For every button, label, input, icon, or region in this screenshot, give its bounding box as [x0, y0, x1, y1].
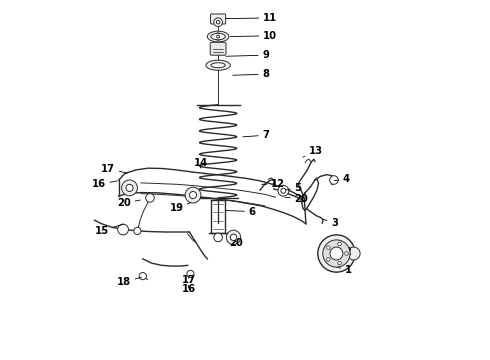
Circle shape [330, 176, 338, 184]
Text: 4: 4 [334, 174, 350, 184]
Circle shape [118, 224, 128, 235]
Circle shape [226, 230, 241, 244]
Text: 5: 5 [286, 183, 301, 193]
Text: 20: 20 [229, 238, 243, 248]
Text: 17: 17 [181, 275, 196, 285]
Ellipse shape [211, 63, 225, 68]
Text: 12: 12 [262, 179, 285, 189]
Circle shape [281, 188, 286, 193]
Text: 8: 8 [233, 69, 269, 79]
Circle shape [214, 233, 222, 242]
Circle shape [187, 270, 194, 278]
Circle shape [214, 18, 222, 27]
Text: 1: 1 [332, 265, 352, 275]
Circle shape [126, 184, 133, 192]
Circle shape [134, 227, 141, 234]
Circle shape [347, 247, 360, 260]
Circle shape [139, 273, 147, 280]
Text: 16: 16 [181, 284, 196, 294]
Circle shape [190, 192, 196, 199]
Ellipse shape [211, 33, 225, 40]
Ellipse shape [207, 31, 229, 42]
Circle shape [326, 246, 330, 249]
Text: 9: 9 [226, 50, 269, 60]
Circle shape [330, 247, 343, 260]
Circle shape [146, 194, 154, 202]
Circle shape [338, 242, 342, 246]
Text: 13: 13 [303, 145, 323, 157]
FancyBboxPatch shape [210, 42, 226, 55]
Text: 3: 3 [323, 218, 338, 228]
Text: 14: 14 [194, 158, 208, 168]
Text: 15: 15 [95, 224, 123, 236]
Circle shape [318, 235, 355, 272]
Text: 10: 10 [230, 31, 277, 41]
Circle shape [323, 240, 350, 267]
Circle shape [185, 187, 201, 203]
Text: 17: 17 [101, 163, 127, 174]
Text: 19: 19 [170, 203, 191, 213]
FancyBboxPatch shape [211, 14, 225, 24]
Circle shape [278, 185, 289, 196]
Circle shape [217, 35, 220, 38]
Text: 16: 16 [92, 179, 118, 189]
Text: 20: 20 [117, 198, 140, 208]
Circle shape [122, 180, 137, 196]
Circle shape [326, 258, 330, 261]
Circle shape [344, 252, 348, 255]
Text: 18: 18 [117, 277, 142, 287]
Text: 7: 7 [243, 130, 269, 140]
Circle shape [230, 234, 237, 240]
Text: 11: 11 [226, 13, 277, 23]
Circle shape [338, 261, 342, 265]
Text: 6: 6 [226, 207, 256, 217]
Circle shape [215, 33, 221, 40]
Text: 2: 2 [333, 247, 351, 257]
Circle shape [216, 21, 220, 24]
Text: 20: 20 [285, 194, 308, 204]
Ellipse shape [206, 60, 230, 70]
